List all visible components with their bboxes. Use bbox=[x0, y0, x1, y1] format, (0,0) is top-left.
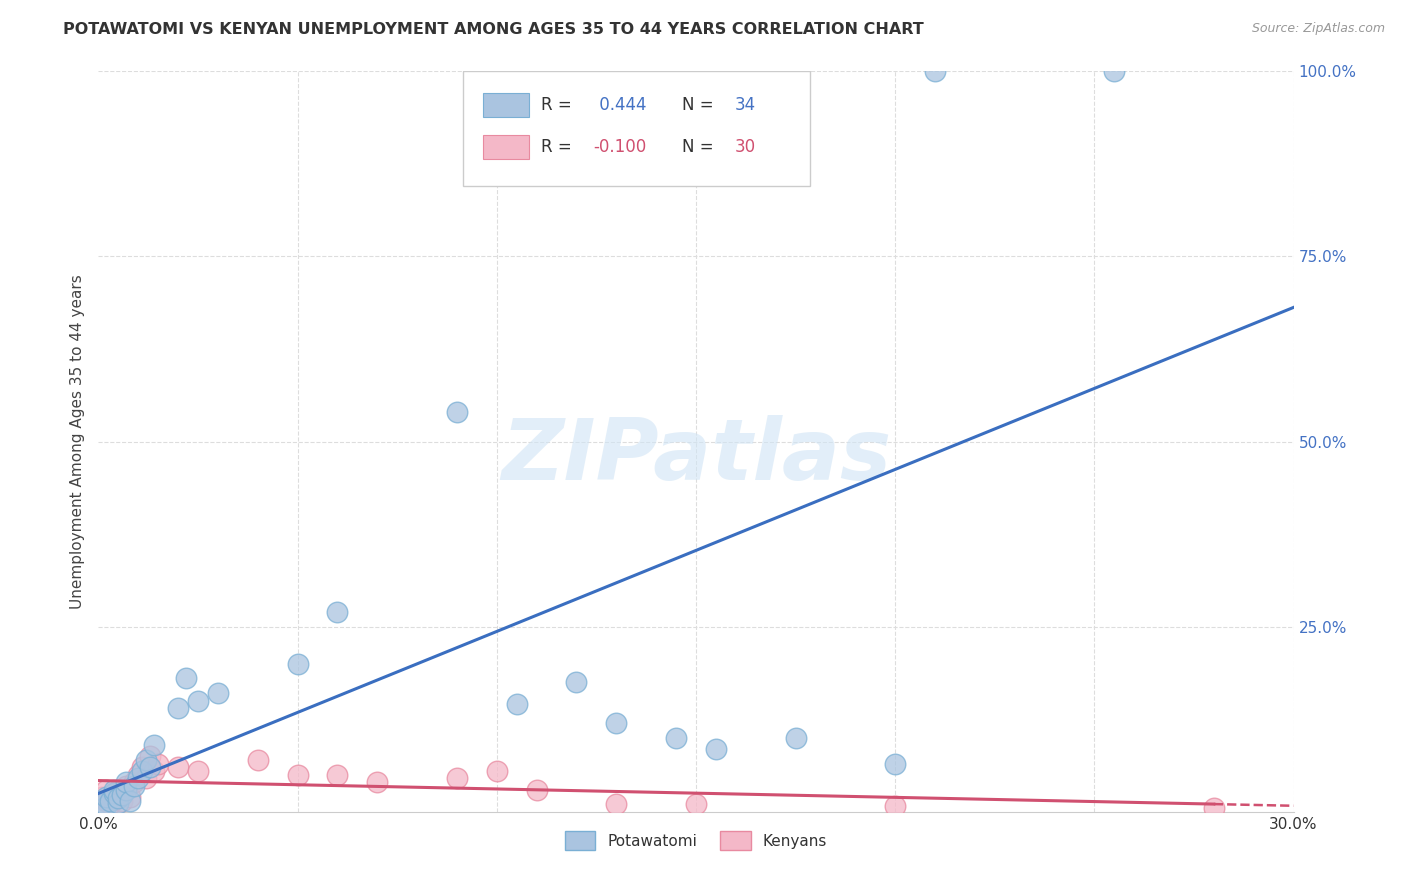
Point bbox=[665, 731, 688, 745]
Point bbox=[446, 405, 468, 419]
Text: R =: R = bbox=[541, 95, 576, 113]
Point bbox=[107, 796, 129, 810]
Point bbox=[139, 760, 162, 774]
Point bbox=[103, 786, 125, 800]
Legend: Potawatomi, Kenyans: Potawatomi, Kenyans bbox=[558, 825, 834, 856]
Point bbox=[565, 675, 588, 690]
Point bbox=[167, 701, 190, 715]
Point bbox=[884, 756, 907, 771]
Text: N =: N = bbox=[682, 138, 718, 156]
Text: R =: R = bbox=[541, 138, 576, 156]
Point bbox=[506, 698, 529, 712]
FancyBboxPatch shape bbox=[463, 71, 810, 186]
Point bbox=[120, 789, 142, 804]
Y-axis label: Unemployment Among Ages 35 to 44 years: Unemployment Among Ages 35 to 44 years bbox=[69, 274, 84, 609]
Point bbox=[127, 772, 149, 786]
Point bbox=[124, 775, 146, 789]
Point bbox=[1104, 64, 1126, 78]
Point bbox=[127, 767, 149, 781]
Text: -0.100: -0.100 bbox=[593, 138, 647, 156]
Point bbox=[115, 775, 138, 789]
Point bbox=[174, 672, 197, 686]
Text: ZIPatlas: ZIPatlas bbox=[501, 415, 891, 498]
Point bbox=[143, 764, 166, 778]
Point bbox=[115, 782, 138, 797]
Point bbox=[98, 797, 122, 812]
FancyBboxPatch shape bbox=[484, 135, 529, 159]
Point bbox=[326, 767, 349, 781]
Text: POTAWATOMI VS KENYAN UNEMPLOYMENT AMONG AGES 35 TO 44 YEARS CORRELATION CHART: POTAWATOMI VS KENYAN UNEMPLOYMENT AMONG … bbox=[63, 22, 924, 37]
Text: 0.444: 0.444 bbox=[595, 95, 647, 113]
Point bbox=[605, 797, 627, 812]
Point bbox=[605, 715, 627, 730]
Point bbox=[143, 738, 166, 752]
Point bbox=[96, 798, 118, 813]
Point bbox=[446, 772, 468, 786]
Point bbox=[131, 760, 153, 774]
Point bbox=[207, 686, 229, 700]
Point bbox=[884, 798, 907, 813]
Point bbox=[124, 779, 146, 793]
Point bbox=[107, 791, 129, 805]
Point bbox=[115, 779, 138, 793]
Point bbox=[120, 794, 142, 808]
Point bbox=[91, 797, 114, 812]
Text: 34: 34 bbox=[734, 95, 755, 113]
Point bbox=[139, 749, 162, 764]
Point bbox=[98, 794, 122, 808]
Point bbox=[187, 764, 209, 778]
Point bbox=[96, 782, 118, 797]
Point bbox=[103, 786, 125, 800]
Point bbox=[785, 731, 807, 745]
Point bbox=[326, 605, 349, 619]
Point bbox=[131, 764, 153, 778]
Text: Source: ZipAtlas.com: Source: ZipAtlas.com bbox=[1251, 22, 1385, 36]
Text: N =: N = bbox=[682, 95, 718, 113]
Point bbox=[148, 756, 170, 771]
Point bbox=[111, 794, 134, 808]
Point bbox=[287, 657, 309, 671]
Point bbox=[685, 797, 707, 812]
FancyBboxPatch shape bbox=[484, 93, 529, 117]
Point bbox=[111, 789, 134, 803]
Point bbox=[96, 794, 118, 808]
Point bbox=[135, 772, 157, 786]
Point bbox=[246, 753, 269, 767]
Point bbox=[167, 760, 190, 774]
Point bbox=[1202, 801, 1225, 815]
Point bbox=[526, 782, 548, 797]
Point bbox=[924, 64, 946, 78]
Point bbox=[485, 764, 508, 778]
Point bbox=[366, 775, 388, 789]
Point bbox=[704, 741, 727, 756]
Point bbox=[135, 753, 157, 767]
Point bbox=[187, 694, 209, 708]
Point bbox=[91, 789, 114, 804]
Text: 30: 30 bbox=[734, 138, 755, 156]
Point bbox=[287, 767, 309, 781]
Point bbox=[107, 789, 129, 804]
Point bbox=[107, 782, 129, 797]
Point bbox=[103, 782, 125, 797]
Point bbox=[96, 789, 118, 804]
